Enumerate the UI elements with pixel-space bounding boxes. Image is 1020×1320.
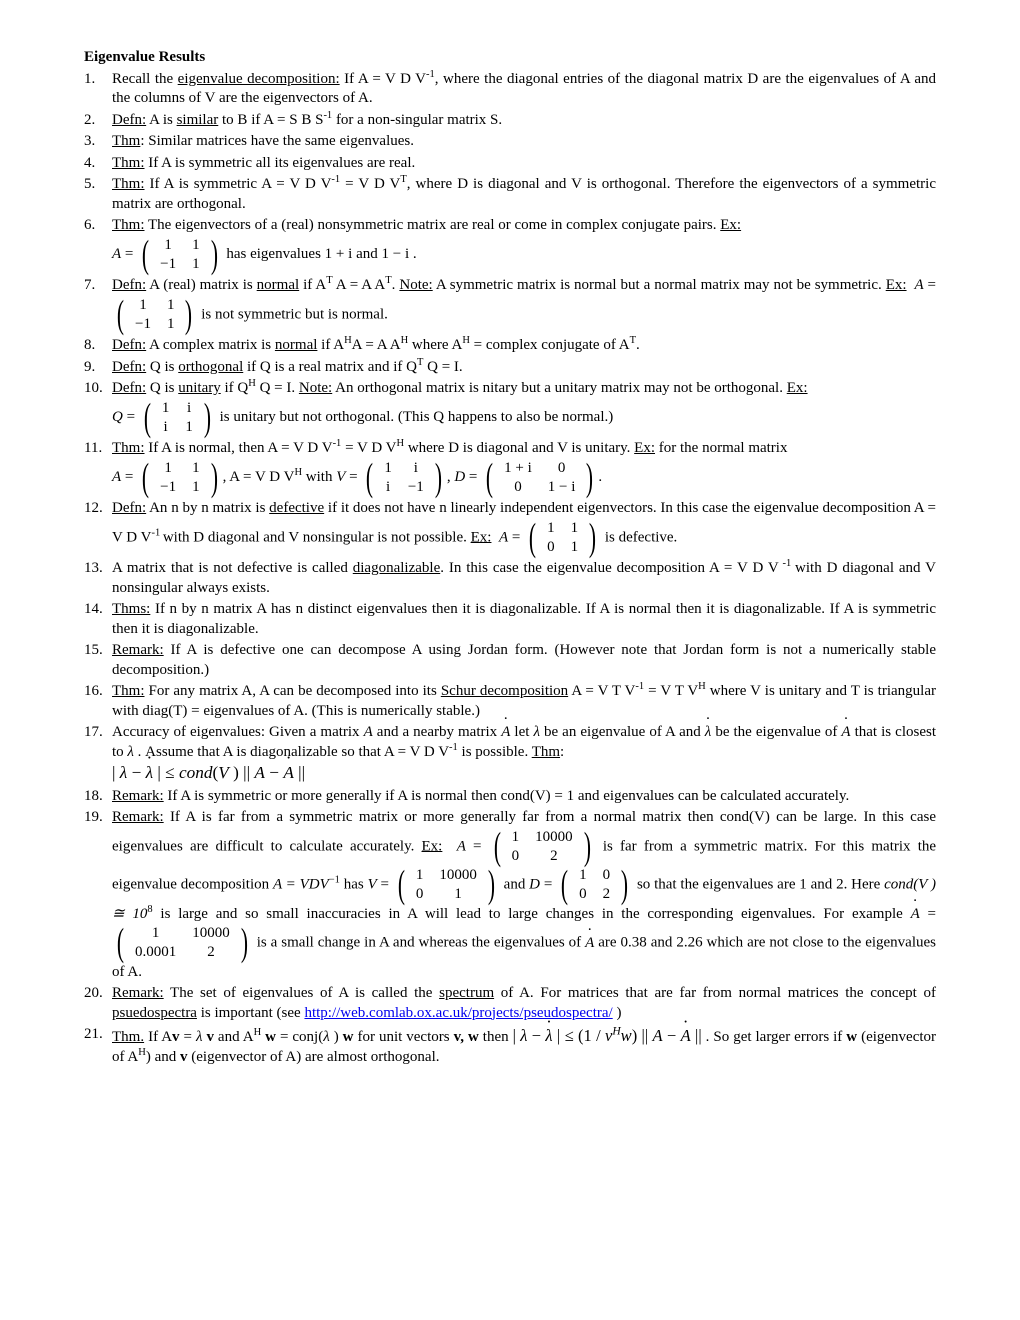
item-number: 18. (84, 787, 112, 807)
matrix: (1ii−1) (363, 459, 444, 498)
item-19: Remark: If A is far from a symmetric mat… (112, 808, 936, 982)
item-number: 1. (84, 70, 112, 90)
item-14: Thms: If n by n matrix A has n distinct … (112, 600, 936, 639)
equation: | λ − λ | ≤ cond(V ) || A − A || (112, 763, 305, 782)
item-1: Recall the eigenvalue decomposition: If … (112, 70, 936, 109)
item-10: Defn: Q is unitary if QH Q = I. Note: An… (112, 379, 936, 437)
item-number: 7. (84, 276, 112, 296)
matrix: (11−11) (139, 459, 220, 498)
item-6: Thm: The eigenvectors of a (real) nonsym… (112, 216, 936, 274)
item-3: Thm: Similar matrices have the same eige… (112, 132, 936, 152)
item-21: Thm. If Av = λ v and AH w = conj(λ ) w f… (112, 1025, 936, 1067)
item-number: 21. (84, 1025, 112, 1045)
item-4: Thm: If A is symmetric all its eigenvalu… (112, 154, 936, 174)
page-title: Eigenvalue Results (84, 48, 936, 68)
item-5: Thm: If A is symmetric A = V D V-1 = V D… (112, 175, 936, 214)
item-7: Defn: A (real) matrix is normal if AT A … (112, 276, 936, 334)
pseudospectra-link[interactable]: http://web.comlab.ox.ac.uk/projects/pseu… (304, 1005, 612, 1021)
item-number: 11. (84, 439, 112, 459)
item-number: 10. (84, 379, 112, 399)
matrix: (11000001) (395, 866, 498, 905)
item-number: 19. (84, 808, 112, 828)
item-9: Defn: Q is orthogonal if Q is a real mat… (112, 358, 936, 378)
matrix: (1101) (526, 519, 599, 558)
item-number: 5. (84, 175, 112, 195)
item-number: 8. (84, 336, 112, 356)
item-number: 12. (84, 499, 112, 519)
item-number: 17. (84, 723, 112, 743)
item-number: 9. (84, 358, 112, 378)
item-2: Defn: A is similar to B if A = S B S-1 f… (112, 111, 936, 131)
item-number: 6. (84, 216, 112, 236)
matrix: (11−11) (114, 296, 195, 335)
item-8: Defn: A complex matrix is normal if AHA … (112, 336, 936, 356)
matrix: (1002) (558, 866, 631, 905)
item-11: Thm: If A is normal, then A = V D V-1 = … (112, 439, 936, 497)
matrix: (1100000.00012) (114, 924, 251, 963)
item-number: 14. (84, 600, 112, 620)
item-number: 4. (84, 154, 112, 174)
item-20: Remark: The set of eigenvalues of A is c… (112, 984, 936, 1023)
item-12: Defn: An n by n matrix is defective if i… (112, 499, 936, 557)
item-number: 2. (84, 111, 112, 131)
item-17: Accuracy of eigenvalues: Given a matrix … (112, 723, 936, 785)
item-number: 13. (84, 559, 112, 579)
matrix: (11000002) (491, 828, 594, 867)
matrix: (1ii1) (141, 399, 214, 438)
item-15: Remark: If A is defective one can decomp… (112, 641, 936, 680)
item-13: A matrix that is not defective is called… (112, 559, 936, 598)
numbered-list: 1. Recall the eigenvalue decomposition: … (84, 70, 936, 1068)
item-18: Remark: If A is symmetric or more genera… (112, 787, 936, 807)
item-16: Thm: For any matrix A, A can be decompos… (112, 682, 936, 721)
item-number: 16. (84, 682, 112, 702)
item-number: 20. (84, 984, 112, 1004)
matrix: (1 + i001 − i) (483, 459, 596, 498)
item-number: 3. (84, 132, 112, 152)
item-number: 15. (84, 641, 112, 661)
matrix: (11−11) (139, 236, 220, 275)
